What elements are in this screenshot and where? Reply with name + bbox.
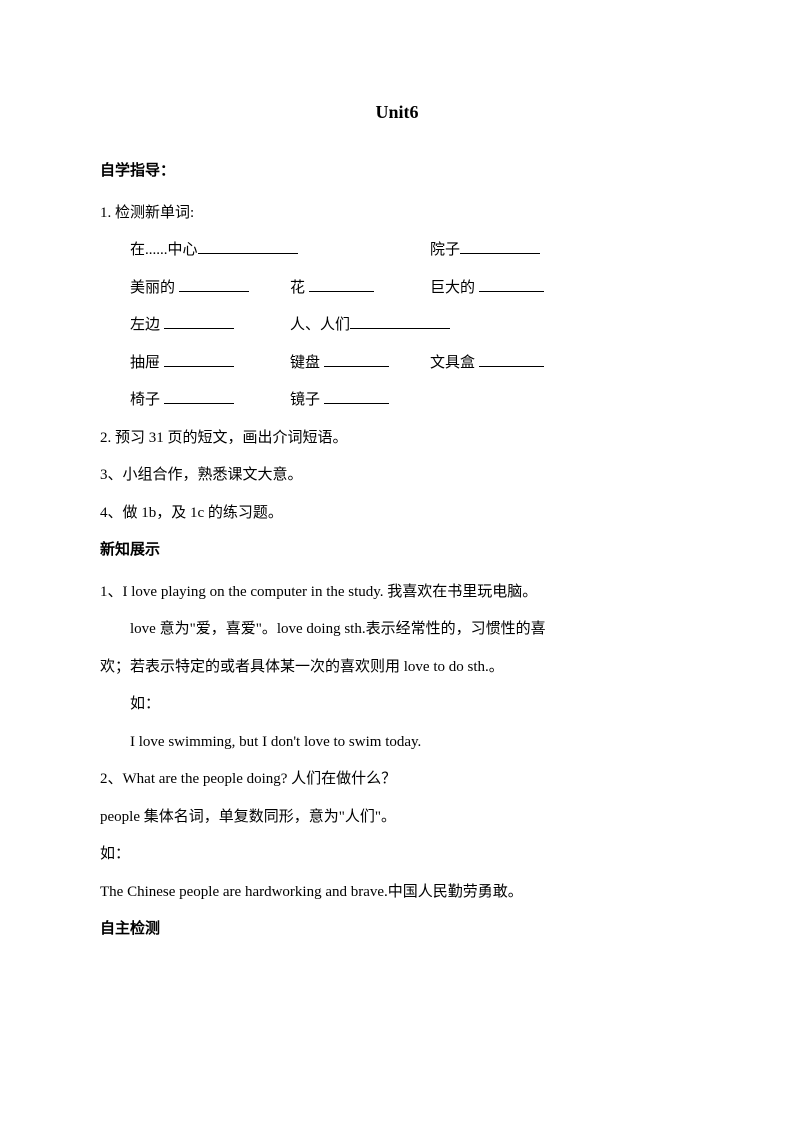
- page-title: Unit6: [100, 90, 694, 135]
- knowledge-2b: people 集体名词，单复数同形，意为"人们"。: [100, 799, 694, 837]
- item-4: 4、做 1b，及 1c 的练习题。: [100, 495, 694, 533]
- blank: [179, 277, 249, 292]
- vocab-label: 美丽的: [130, 270, 175, 308]
- vocab-label: 左边: [130, 307, 160, 345]
- item-3: 3、小组合作，熟悉课文大意。: [100, 457, 694, 495]
- vocab-label: 院子: [430, 232, 460, 270]
- blank: [479, 352, 544, 367]
- heading-new-knowledge: 新知展示: [100, 532, 694, 570]
- item-2: 2. 预习 31 页的短文，画出介词短语。: [100, 420, 694, 458]
- knowledge-2a: 2、What are the people doing? 人们在做什么？: [100, 761, 694, 799]
- vocab-label: 椅子: [130, 382, 160, 420]
- vocab-label: 在......中心: [130, 232, 198, 270]
- knowledge-1a: 1、I love playing on the computer in the …: [100, 574, 694, 612]
- vocab-label: 巨大的: [430, 270, 475, 308]
- knowledge-1e: I love swimming, but I don't love to swi…: [100, 724, 694, 762]
- knowledge-2c: 如：: [100, 836, 694, 874]
- vocab-row-5: 椅子 镜子: [100, 382, 694, 420]
- vocab-label: 镜子: [290, 382, 320, 420]
- knowledge-1c: 欢；若表示特定的或者具体某一次的喜欢则用 love to do sth.。: [100, 649, 694, 687]
- blank: [198, 239, 298, 254]
- blank: [164, 314, 234, 329]
- vocab-label: 抽屉: [130, 345, 160, 383]
- knowledge-1d: 如：: [100, 686, 694, 724]
- vocab-row-1: 在......中心 院子: [100, 232, 694, 270]
- blank: [324, 389, 389, 404]
- vocab-label: 人、人们: [290, 307, 350, 345]
- vocab-row-2: 美丽的 花 巨大的: [100, 270, 694, 308]
- blank: [309, 277, 374, 292]
- blank: [460, 239, 540, 254]
- knowledge-1b: love 意为"爱，喜爱"。love doing sth.表示经常性的，习惯性的…: [100, 611, 694, 649]
- knowledge-2d: The Chinese people are hardworking and b…: [100, 874, 694, 912]
- vocab-row-3: 左边 人、人们: [100, 307, 694, 345]
- blank: [164, 389, 234, 404]
- blank: [479, 277, 544, 292]
- vocab-label: 键盘: [290, 345, 320, 383]
- vocab-row-4: 抽屉 键盘 文具盒: [100, 345, 694, 383]
- item-1: 1. 检测新单词:: [100, 195, 694, 233]
- vocab-label: 花: [290, 270, 305, 308]
- blank: [350, 314, 450, 329]
- vocab-label: 文具盒: [430, 345, 475, 383]
- blank: [164, 352, 234, 367]
- blank: [324, 352, 389, 367]
- heading-self-check: 自主检测: [100, 911, 694, 949]
- heading-self-study: 自学指导：: [100, 153, 694, 191]
